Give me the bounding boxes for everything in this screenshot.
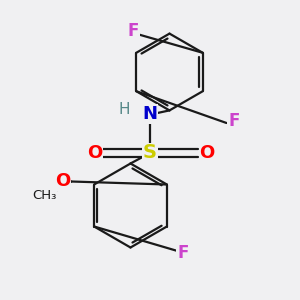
Text: CH₃: CH₃ (32, 189, 57, 202)
Text: F: F (177, 244, 189, 262)
Text: N: N (142, 105, 158, 123)
Text: O: O (87, 144, 102, 162)
Text: O: O (200, 144, 215, 162)
Text: S: S (143, 143, 157, 163)
Text: F: F (128, 22, 139, 40)
Text: F: F (228, 112, 239, 130)
Text: H: H (119, 102, 130, 117)
Text: O: O (55, 172, 70, 190)
